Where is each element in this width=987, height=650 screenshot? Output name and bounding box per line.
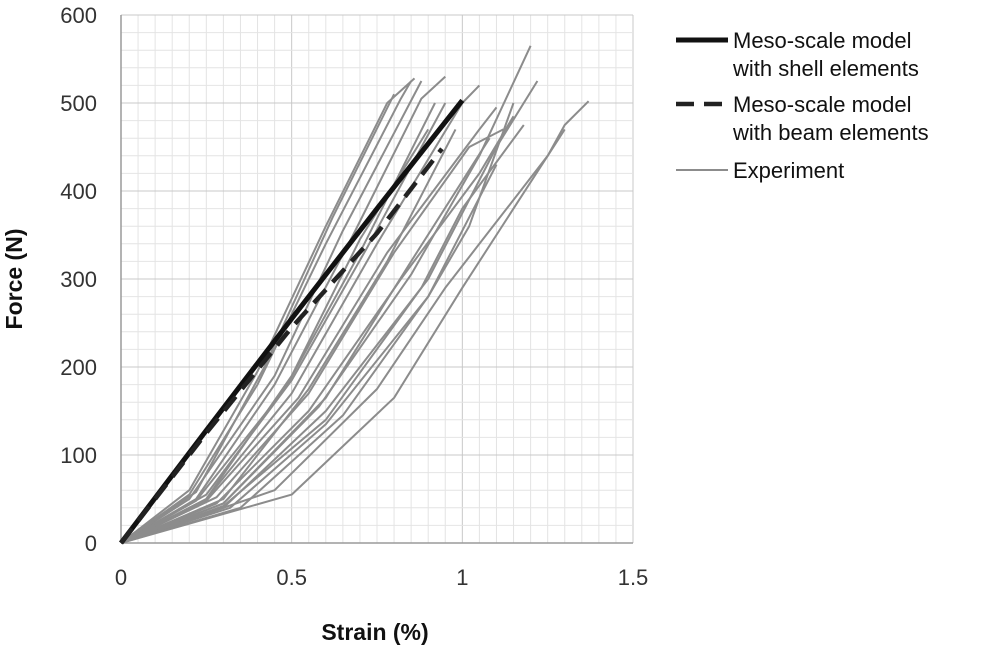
experiment-line bbox=[120, 75, 446, 544]
experiment-line bbox=[120, 128, 504, 544]
y-tick-label: 200 bbox=[60, 355, 97, 380]
axes bbox=[120, 15, 633, 544]
legend-item-experiment: Experiment bbox=[676, 158, 844, 183]
x-axis-title: Strain (%) bbox=[321, 619, 428, 645]
experiment-line bbox=[120, 80, 412, 544]
grid bbox=[120, 14, 634, 544]
experiment-line bbox=[120, 77, 416, 544]
tick-labels: 0 0.5 1 1.5 0 100 200 300 400 500 600 bbox=[60, 3, 648, 590]
x-tick-label: 0.5 bbox=[276, 565, 307, 590]
experiment-line bbox=[120, 102, 447, 544]
legend-label: Meso-scale model with shell elements bbox=[732, 28, 919, 81]
experiment-line bbox=[120, 102, 515, 544]
experiment-line bbox=[120, 137, 491, 544]
x-tick-label: 1 bbox=[456, 565, 468, 590]
y-tick-label: 400 bbox=[60, 179, 97, 204]
experiment-line bbox=[120, 100, 590, 544]
y-tick-label: 300 bbox=[60, 267, 97, 292]
experiment-line bbox=[120, 128, 457, 544]
experiment-series bbox=[120, 45, 590, 544]
experiment-line bbox=[120, 80, 539, 544]
y-tick-label: 100 bbox=[60, 443, 97, 468]
y-axis-title: Force (N) bbox=[1, 229, 27, 330]
legend-label: Meso-scale model with beam elements bbox=[732, 92, 929, 145]
y-tick-label: 600 bbox=[60, 3, 97, 28]
beam-model-line bbox=[119, 147, 444, 545]
y-tick-label: 500 bbox=[60, 91, 97, 116]
y-tick-label: 0 bbox=[85, 531, 97, 556]
legend-item-beam: Meso-scale model with beam elements bbox=[676, 92, 929, 145]
legend-label: Experiment bbox=[733, 158, 844, 183]
x-tick-label: 1.5 bbox=[618, 565, 649, 590]
experiment-line bbox=[120, 128, 566, 544]
experiment-line bbox=[120, 115, 515, 544]
model-series bbox=[119, 98, 465, 545]
experiment-line bbox=[120, 124, 525, 544]
x-tick-label: 0 bbox=[115, 565, 127, 590]
experiment-line bbox=[120, 93, 395, 544]
legend: Meso-scale model with shell elements Meso-… bbox=[676, 28, 929, 183]
experiment-line bbox=[120, 106, 498, 544]
experiment-line bbox=[120, 80, 423, 544]
legend-item-shell: Meso-scale model with shell elements bbox=[676, 28, 919, 81]
